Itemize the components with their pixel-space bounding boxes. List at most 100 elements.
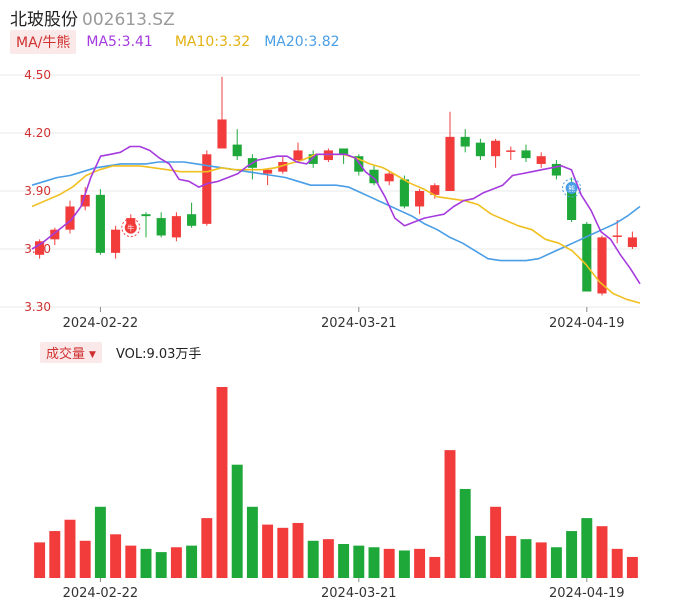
marker-dot xyxy=(124,221,137,234)
stock-name: 北玻股份 xyxy=(10,10,78,30)
volume-bar xyxy=(550,547,562,578)
candle-body xyxy=(111,229,121,253)
candle-up xyxy=(612,220,622,244)
volume-bar xyxy=(262,524,274,578)
marker-dot xyxy=(565,181,578,194)
candle-body xyxy=(187,214,197,226)
candle-up xyxy=(171,212,181,242)
candle-down xyxy=(339,148,349,164)
volume-bar xyxy=(322,539,334,578)
candle-body xyxy=(475,142,485,157)
candle-down xyxy=(460,129,470,153)
candle-up xyxy=(491,138,501,168)
candle-body xyxy=(50,229,60,240)
volume-bar xyxy=(414,548,426,578)
volume-bar xyxy=(292,522,304,578)
volume-bar xyxy=(520,539,532,578)
candle-body xyxy=(460,136,470,147)
candle-up xyxy=(65,200,75,234)
candle-body xyxy=(202,154,212,224)
volume-bar xyxy=(490,506,502,578)
candle-body xyxy=(171,216,181,238)
x-tick-label: 2024-02-22 xyxy=(63,586,139,601)
candle-down xyxy=(156,212,166,238)
ma-toggle-button[interactable]: MA/牛熊 xyxy=(10,30,77,54)
y-tick-label: 4.20 xyxy=(24,126,51,140)
volume-bar xyxy=(186,545,198,578)
volume-bar xyxy=(201,518,213,578)
ma-legend: MA/牛熊 MA5:3.41 MA10:3.32 MA20:3.82 xyxy=(10,30,340,54)
candle-body xyxy=(415,191,425,207)
marker-ring xyxy=(121,218,141,238)
y-tick-label: 4.50 xyxy=(24,68,51,82)
candle-body xyxy=(384,173,394,182)
volume-bar xyxy=(140,548,152,578)
stock-title: 北玻股份 002613.SZ xyxy=(10,5,175,30)
volume-bar xyxy=(505,535,517,578)
volume-bar xyxy=(307,540,319,578)
volume-bar xyxy=(216,387,228,578)
volume-bar xyxy=(626,556,638,578)
volume-toggle-button[interactable]: 成交量 ▼ xyxy=(40,341,102,363)
candle-down xyxy=(95,189,105,255)
candle-body xyxy=(232,144,242,157)
volume-bar xyxy=(64,519,76,578)
candle-body xyxy=(369,169,379,184)
candle-body xyxy=(612,235,622,237)
bear-marker-icon: 熊 xyxy=(562,178,582,198)
candle-body xyxy=(506,150,516,152)
volume-bar xyxy=(246,506,258,578)
ma5-line xyxy=(31,145,641,285)
marker-label: 熊 xyxy=(568,184,575,193)
volume-bar xyxy=(277,527,289,578)
candle-up xyxy=(293,142,303,162)
candle-up xyxy=(506,146,516,161)
volume-bar xyxy=(383,548,395,578)
candle-body xyxy=(65,206,75,230)
candle-down xyxy=(141,212,151,238)
candle-down xyxy=(187,202,197,228)
candle-body xyxy=(536,156,546,164)
candle-up xyxy=(35,239,45,259)
candle-body xyxy=(354,156,364,172)
candle-body xyxy=(399,179,409,207)
candle-down xyxy=(354,154,364,176)
candle-up xyxy=(111,225,121,259)
candle-body xyxy=(293,150,303,161)
volume-bar xyxy=(581,518,593,578)
volume-bar xyxy=(429,556,441,578)
candle-body xyxy=(323,150,333,161)
volume-bar xyxy=(566,531,578,578)
ma5-value: MA5:3.41 xyxy=(86,34,153,50)
volume-bar xyxy=(79,540,91,578)
marker-ring xyxy=(562,178,582,198)
candle-up xyxy=(202,150,212,226)
ma20-line xyxy=(31,161,641,262)
volume-bar xyxy=(34,542,46,578)
candle-body xyxy=(582,223,592,292)
candle-down xyxy=(308,150,318,168)
candle-up xyxy=(445,111,455,191)
volume-bar xyxy=(535,542,547,578)
candle-body xyxy=(141,214,151,217)
candle-down xyxy=(232,129,242,161)
volume-bar xyxy=(444,450,456,578)
candle-down xyxy=(475,138,485,161)
candle-body xyxy=(263,169,273,174)
x-tick-label: 2024-04-19 xyxy=(549,316,625,331)
candle-body xyxy=(35,241,45,255)
volume-bar xyxy=(398,550,410,578)
volume-bar xyxy=(155,552,167,578)
stock-code: 002613.SZ xyxy=(82,10,175,30)
candle-down xyxy=(247,154,257,180)
candle-up xyxy=(415,189,425,215)
candlestick-chart[interactable]: 4.504.203.903.603.302024-02-222024-03-21… xyxy=(0,0,686,340)
candle-up xyxy=(263,169,273,186)
candle-body xyxy=(491,140,501,157)
candle-up xyxy=(536,152,546,168)
volume-bar xyxy=(459,488,471,578)
ma10-line xyxy=(31,153,641,304)
candle-up xyxy=(627,231,637,249)
x-tick-label: 2024-04-19 xyxy=(549,586,625,601)
candle-body xyxy=(217,119,227,149)
